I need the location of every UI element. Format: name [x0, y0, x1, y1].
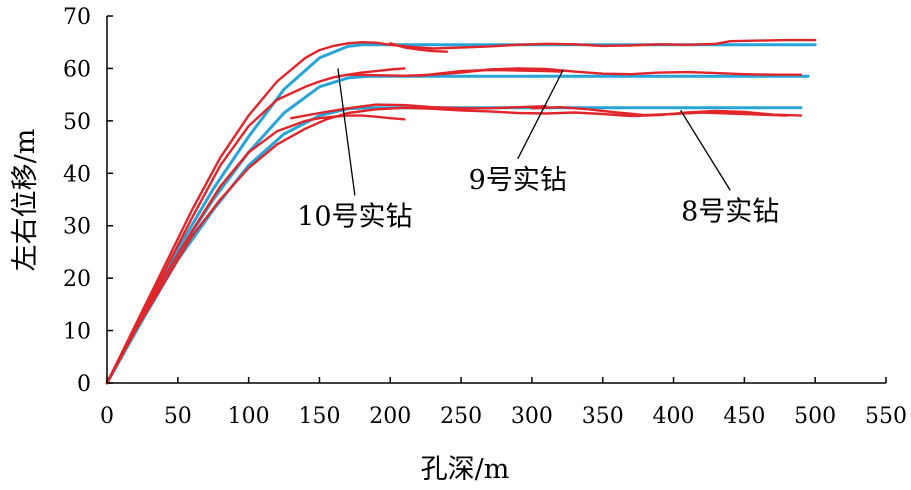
- x-tick-label: 400: [653, 404, 695, 429]
- annotation-leader-line: [680, 110, 731, 191]
- actual-series-line-10: [289, 103, 548, 120]
- x-tick-label: 300: [511, 404, 553, 429]
- y-tick-label: 20: [63, 267, 91, 292]
- y-tick-label: 30: [63, 215, 91, 240]
- annotation-label: 10号实钻: [297, 202, 412, 233]
- annotation-layer: 10号实钻 9号实钻 8号实钻: [297, 68, 779, 233]
- actual-series-line-6: [346, 67, 803, 78]
- axes-layer: 0 50 100 150 200 250 300 350 400 450 500 550 0 10 20 30…: [63, 5, 907, 429]
- actual-series-line-7: [417, 68, 562, 78]
- x-tick-label: 350: [582, 404, 624, 429]
- x-tick-label: 550: [865, 404, 907, 429]
- annotation-label: 8号实钻: [681, 196, 779, 227]
- y-tick-label: 0: [77, 372, 91, 397]
- design-series-line-2: [105, 106, 803, 385]
- actual-series-line-3: [105, 38, 817, 385]
- y-tick-label: 60: [63, 57, 91, 82]
- actual-series-line-4: [389, 42, 449, 53]
- x-tick-label: 50: [164, 404, 192, 429]
- x-tick-label: 200: [369, 404, 411, 429]
- design-series-line-1: [105, 74, 810, 385]
- x-tick-label: 500: [794, 404, 836, 429]
- x-tick-label: 150: [298, 404, 340, 429]
- x-tick-label: 100: [228, 404, 270, 429]
- x-tick-label: 450: [723, 404, 765, 429]
- annotation-leader-line: [517, 69, 564, 160]
- y-axis-title: 左右位移/m: [10, 129, 41, 272]
- x-tick-label: 0: [100, 404, 114, 429]
- x-tick-label: 250: [440, 404, 482, 429]
- x-axis-title: 孔深/m: [421, 454, 510, 485]
- actual-series-line-8: [105, 114, 406, 385]
- y-tick-label: 70: [63, 5, 91, 30]
- annotation-label: 9号实钻: [469, 165, 567, 196]
- annotation-leader-line: [337, 68, 356, 196]
- actual-series-line-9: [105, 106, 803, 385]
- actual-series-line-11: [530, 105, 789, 117]
- actual-series-line-5: [105, 67, 406, 385]
- y-tick-label: 50: [63, 110, 91, 135]
- y-tick-label: 10: [63, 320, 91, 345]
- series-layer: [105, 38, 817, 385]
- y-tick-label: 40: [63, 162, 91, 187]
